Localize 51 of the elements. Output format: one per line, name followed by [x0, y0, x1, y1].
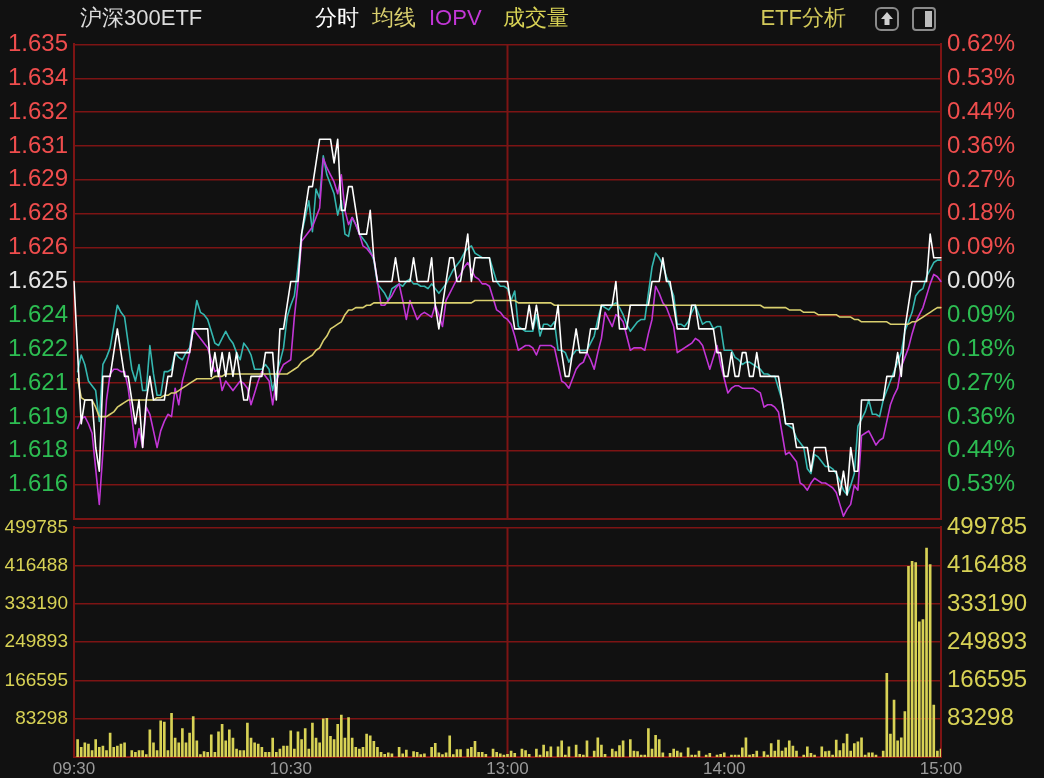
text: IOPV [429, 4, 482, 32]
y2-tick-label: 0.09% [947, 232, 1016, 260]
chart-title: 沪深300ETF [80, 4, 203, 32]
y-tick-label: 1.632 [7, 96, 68, 124]
y2-tick-label: 0.62% [947, 29, 1016, 57]
y-tick-label: 416488 [4, 553, 68, 575]
y-tick-label: 1.622 [7, 333, 68, 361]
y2-tick-label: 0.27% [947, 164, 1016, 192]
text: ETF分析 [760, 4, 846, 32]
y-tick-label: 1.621 [7, 367, 68, 395]
y2-tick-label: 0.53% [947, 469, 1016, 497]
y-tick-label: 83298 [15, 706, 68, 728]
y2-tick-label: 0.44% [947, 435, 1016, 463]
x-tick-label: 15:00 [919, 758, 963, 778]
y-tick-label: 1.625 [7, 266, 68, 294]
y-tick-label: 1.626 [7, 232, 68, 260]
y2-tick-label: 0.44% [947, 96, 1016, 124]
text: 成交量 [503, 4, 569, 32]
y2-tick-label: 0.00% [947, 266, 1016, 294]
y2-tick-label: 0.36% [947, 401, 1016, 429]
x-tick-label: 14:00 [702, 758, 746, 778]
text: 分时 [315, 4, 359, 32]
y-tick-label: 1.619 [7, 401, 68, 429]
y2-tick-label: 0.36% [947, 130, 1016, 158]
y-tick-label: 499785 [4, 515, 68, 537]
y-tick-label: 1.634 [7, 62, 68, 90]
y2-tick-label: 83298 [947, 703, 1014, 731]
y2-tick-label: 0.18% [947, 198, 1016, 226]
y-tick-label: 1.616 [7, 469, 68, 497]
y-tick-label: 1.628 [7, 198, 68, 226]
y2-tick-label: 249893 [947, 626, 1028, 654]
y2-tick-label: 0.27% [947, 367, 1016, 395]
y2-tick-label: 166595 [947, 665, 1028, 693]
y-tick-label: 1.631 [7, 130, 68, 158]
x-tick-label: 09:30 [52, 758, 96, 778]
text: 均线 [372, 4, 416, 32]
y-tick-label: 249893 [4, 630, 68, 652]
x-tick-label: 10:30 [269, 758, 313, 778]
y2-tick-label: 499785 [947, 512, 1028, 540]
y-tick-label: 1.624 [7, 300, 68, 328]
x-tick-label: 13:00 [486, 758, 529, 778]
y2-tick-label: 0.53% [947, 62, 1016, 90]
y2-tick-label: 333190 [947, 588, 1028, 616]
y-tick-label: 1.629 [7, 164, 68, 192]
y-tick-label: 166595 [4, 668, 68, 690]
y2-tick-label: 0.09% [947, 300, 1016, 327]
y2-tick-label: 0.18% [947, 333, 1016, 361]
y-tick-label: 333190 [4, 592, 68, 614]
y-tick-label: 1.635 [7, 29, 68, 57]
y2-tick-label: 416488 [947, 550, 1028, 578]
y-tick-label: 1.618 [7, 435, 68, 463]
